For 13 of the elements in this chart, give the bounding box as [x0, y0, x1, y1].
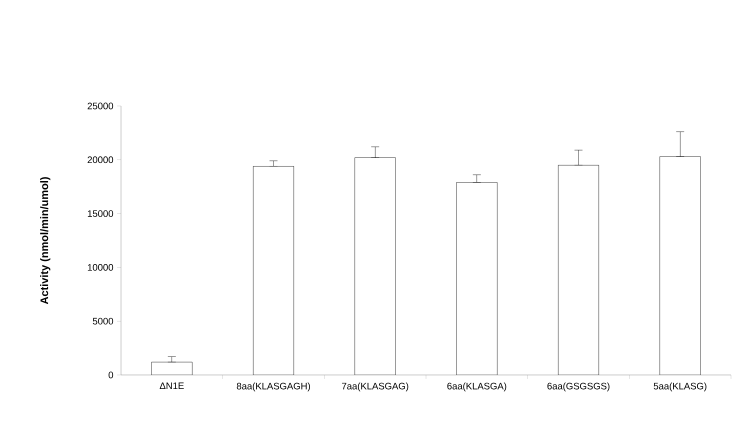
- y-tick-label: 5000: [92, 318, 114, 325]
- y-tick-label: 10000: [88, 264, 114, 271]
- x-tick-label: ΔN1E: [160, 382, 184, 390]
- y-tick-label: 15000: [88, 210, 114, 217]
- y-axis-title: Activity (nmol/min/umol): [40, 177, 50, 304]
- y-tick-label: 20000: [88, 156, 114, 164]
- x-tick-label: 7aa(KLASGAG): [342, 382, 408, 392]
- y-tick-label: 0: [108, 372, 114, 378]
- x-tick-label: 5aa(KLASG): [654, 382, 706, 392]
- x-tick-label: 6aa(KLASGA): [447, 382, 506, 392]
- x-tick-label: 6aa(GSGSGS): [547, 382, 610, 392]
- x-tick-label: 8aa(KLASGAGH): [236, 382, 310, 392]
- y-tick-label: 25000: [88, 102, 114, 110]
